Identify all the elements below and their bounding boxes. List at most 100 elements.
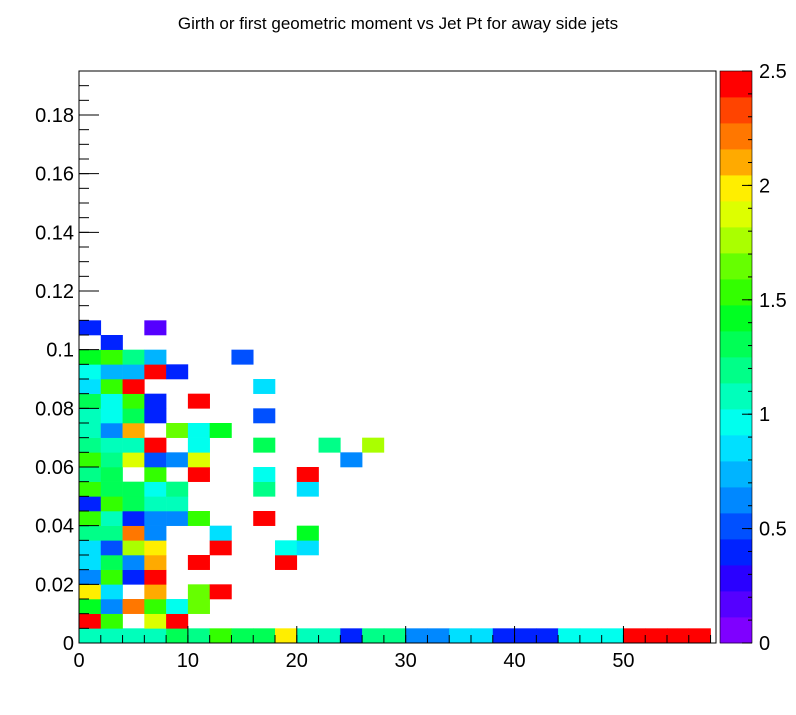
heatmap-cell bbox=[427, 628, 450, 644]
heatmap-cell bbox=[100, 452, 123, 468]
colorbar-segment bbox=[720, 253, 752, 280]
heatmap-cell bbox=[187, 467, 210, 482]
heatmap-cell bbox=[144, 481, 167, 497]
heatmap-cell bbox=[100, 364, 123, 380]
heatmap-cell bbox=[79, 511, 102, 526]
heatmap-cell bbox=[144, 496, 167, 512]
heatmap-cell bbox=[122, 555, 145, 570]
heatmap-cell bbox=[79, 349, 102, 365]
heatmap-cell bbox=[275, 555, 298, 570]
heatmap-cell bbox=[144, 599, 167, 614]
heatmap-cell bbox=[187, 628, 210, 644]
heatmap-cell bbox=[144, 349, 167, 365]
heatmap-cell bbox=[100, 423, 123, 438]
heatmap-cell bbox=[122, 481, 145, 497]
heatmap-cell bbox=[579, 628, 602, 644]
heatmap-cell bbox=[296, 628, 319, 644]
colorbar-segment bbox=[720, 617, 752, 644]
heatmap-cell bbox=[296, 540, 319, 556]
heatmap-cell bbox=[144, 628, 167, 644]
heatmap-cell bbox=[79, 393, 102, 409]
colorbar-tick-label: 2 bbox=[759, 175, 770, 197]
heatmap-cell bbox=[100, 525, 123, 541]
heatmap-cell bbox=[187, 452, 210, 468]
heatmap-cell bbox=[144, 555, 167, 570]
heatmap-cell bbox=[100, 613, 123, 629]
heatmap-cell bbox=[144, 320, 167, 336]
heatmap-cell bbox=[122, 525, 145, 541]
heatmap-cell bbox=[514, 628, 537, 644]
heatmap-cell bbox=[492, 628, 515, 644]
heatmap-cell bbox=[100, 393, 123, 409]
heatmap-cell bbox=[209, 584, 232, 600]
heatmap-cell bbox=[187, 599, 210, 614]
heatmap-cell bbox=[471, 628, 494, 644]
y-tick-label: 0.14 bbox=[35, 222, 74, 244]
heatmap-cell bbox=[122, 452, 145, 468]
heatmap-cell bbox=[79, 364, 102, 380]
x-tick-label: 10 bbox=[177, 650, 199, 672]
heatmap-cell bbox=[144, 584, 167, 600]
heatmap-cell bbox=[122, 599, 145, 614]
heatmap-cell bbox=[100, 481, 123, 497]
colorbar-segment bbox=[720, 71, 752, 98]
heatmap-cell bbox=[209, 628, 232, 644]
heatmap-cell bbox=[209, 525, 232, 541]
heatmap-cell bbox=[209, 540, 232, 556]
heatmap-cell bbox=[144, 467, 167, 482]
colorbar-segment bbox=[720, 487, 752, 514]
y-tick-label: 0.06 bbox=[35, 457, 74, 479]
heatmap-cell bbox=[122, 628, 145, 644]
heatmap-cell bbox=[536, 628, 559, 644]
heatmap-cell bbox=[100, 408, 123, 424]
axes: 0 10 20 30 40 50 0 0.02 0.04 0.06 0.08 0.1 0.12 0.14 0… bbox=[35, 70, 716, 672]
colorbar-segment bbox=[720, 279, 752, 306]
heatmap-cell bbox=[166, 452, 189, 468]
heatmap-cell bbox=[122, 540, 145, 556]
heatmap-cell bbox=[79, 628, 102, 644]
heatmap-cell bbox=[688, 628, 711, 644]
y-tick-label: 0.08 bbox=[35, 398, 74, 420]
y-tick-label: 0.04 bbox=[35, 516, 74, 538]
colorbar-segment bbox=[720, 227, 752, 254]
heatmap-cell bbox=[79, 584, 102, 600]
heatmap-cell bbox=[122, 408, 145, 424]
heatmap-cell bbox=[79, 423, 102, 438]
heatmap-cell bbox=[166, 628, 189, 644]
heatmap-cell bbox=[187, 511, 210, 526]
heatmap-cell bbox=[79, 540, 102, 556]
heatmap-cell bbox=[144, 452, 167, 468]
x-tick-label: 50 bbox=[612, 650, 634, 672]
heatmap-cell bbox=[296, 481, 319, 497]
heatmap-cell bbox=[100, 335, 123, 350]
colorbar-tick-label: 1 bbox=[759, 404, 770, 426]
heatmap-cell bbox=[100, 437, 123, 453]
x-tick-label: 40 bbox=[503, 650, 525, 672]
heatmap-cell bbox=[79, 525, 102, 541]
heatmap-cell bbox=[100, 379, 123, 394]
y-tick-label: 0.16 bbox=[35, 164, 74, 186]
heatmap-cell bbox=[100, 496, 123, 512]
heatmap-cell bbox=[79, 452, 102, 468]
heatmap-cell bbox=[100, 569, 123, 585]
heatmap-cell bbox=[100, 511, 123, 526]
plot-frame bbox=[78, 70, 717, 644]
heatmap-cell bbox=[79, 555, 102, 570]
colorbar-segment bbox=[720, 123, 752, 150]
heatmap-cell bbox=[144, 569, 167, 585]
heatmap-cell bbox=[166, 613, 189, 629]
heatmap-cell bbox=[253, 481, 276, 497]
heatmap-cell bbox=[79, 599, 102, 614]
heatmap-cell bbox=[100, 555, 123, 570]
heatmap-cell bbox=[122, 393, 145, 409]
colorbar-tick-label: 2.5 bbox=[759, 61, 787, 83]
heatmap-cell bbox=[362, 437, 385, 453]
color-scale: 0 0.5 1 1.5 2 2.5 bbox=[719, 61, 787, 655]
heatmap-cell bbox=[79, 379, 102, 394]
colorbar-segment bbox=[720, 97, 752, 124]
heatmap-cell bbox=[100, 540, 123, 556]
colorbar-segment bbox=[720, 357, 752, 384]
colorbar-tick-label: 0.5 bbox=[759, 519, 787, 541]
colorbar-segment bbox=[720, 409, 752, 436]
